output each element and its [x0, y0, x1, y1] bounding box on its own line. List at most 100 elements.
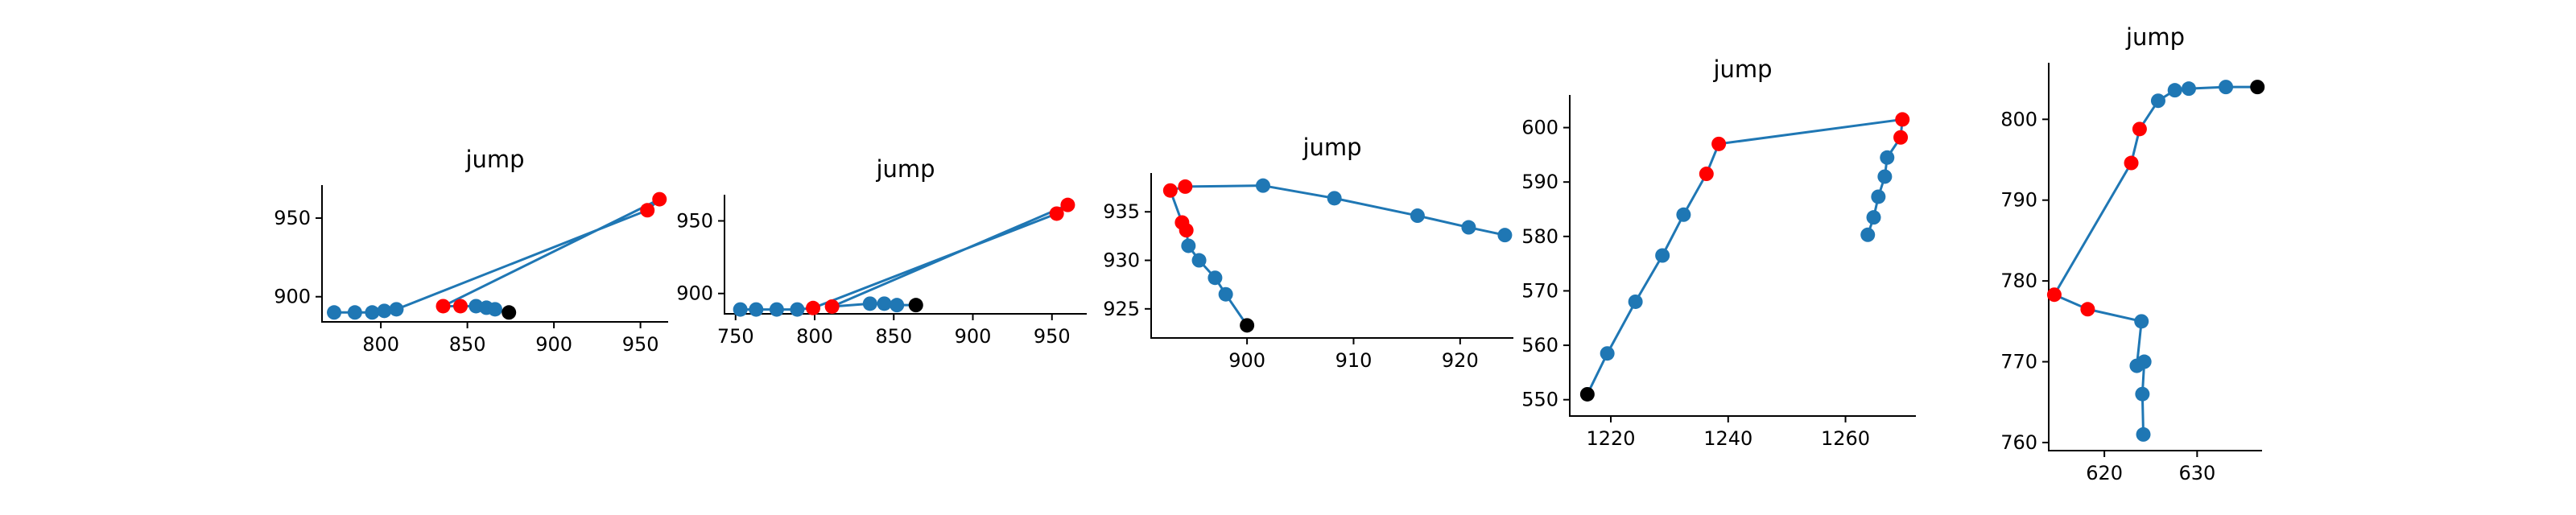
x-tick-label: 900 [955, 325, 992, 348]
axis-spines [724, 195, 1087, 315]
data-point [2124, 155, 2139, 171]
data-point [1497, 228, 1513, 243]
data-point [1049, 206, 1064, 221]
series-line [2053, 85, 2258, 435]
data-point [1579, 386, 1595, 402]
x-tick-label: 750 [717, 325, 754, 348]
y-tick-label: 580 [1521, 225, 1558, 248]
x-tick-label: 850 [875, 325, 912, 348]
data-point [890, 298, 905, 313]
x-tick-label: 630 [2178, 462, 2215, 484]
data-point [327, 305, 342, 320]
data-point [2181, 81, 2196, 97]
y-tick-label: 760 [2000, 431, 2037, 454]
chart-title: jump [2125, 23, 2185, 51]
y-tick-label: 600 [1521, 117, 1558, 139]
x-tick-label: 1220 [1586, 427, 1635, 450]
x-tick-label: 950 [622, 333, 659, 356]
y-tick-label: 930 [1103, 249, 1140, 272]
data-point [1895, 112, 1910, 127]
y-tick-label: 950 [676, 209, 713, 232]
data-point [1162, 183, 1178, 198]
data-point [1699, 167, 1714, 182]
data-point [1181, 238, 1196, 253]
data-point [877, 296, 892, 311]
data-point [1327, 191, 1342, 206]
y-tick-label: 790 [2000, 189, 2037, 212]
y-tick-label: 780 [2000, 270, 2037, 292]
data-point [488, 302, 502, 317]
y-tick-label: 550 [1521, 389, 1558, 411]
y-tick-label: 800 [2000, 108, 2037, 130]
data-point [1676, 207, 1691, 222]
y-tick-label: 900 [676, 282, 713, 305]
data-point [1655, 248, 1670, 263]
data-point [2136, 426, 2151, 442]
x-tick-label: 620 [2086, 462, 2123, 484]
y-tick-label: 925 [1103, 298, 1140, 320]
data-point [1410, 208, 1425, 224]
x-tick-label: 950 [1034, 325, 1071, 348]
data-point [436, 299, 451, 314]
data-point [502, 305, 517, 320]
chart-title: jump [464, 146, 524, 173]
data-point [2134, 314, 2149, 329]
data-point [1060, 197, 1075, 212]
y-tick-label: 935 [1103, 200, 1140, 223]
data-point [790, 302, 805, 317]
data-point [733, 302, 748, 317]
x-tick-label: 800 [796, 325, 833, 348]
y-tick-label: 570 [1521, 279, 1558, 302]
data-point [640, 203, 655, 218]
data-point [749, 302, 764, 317]
y-tick-label: 560 [1521, 334, 1558, 356]
data-point [1866, 210, 1881, 225]
y-tick-label: 900 [274, 286, 311, 308]
data-point [2219, 80, 2234, 95]
chart-title: jump [1712, 56, 1772, 83]
axis-spines [2048, 63, 2262, 451]
y-tick-label: 950 [274, 207, 311, 229]
chart-title: jump [1302, 134, 1361, 161]
data-point [1880, 150, 1895, 165]
axis-spines [1150, 173, 1513, 339]
data-point [1461, 220, 1476, 235]
data-point [1860, 227, 1876, 242]
data-point [1871, 189, 1886, 204]
data-point [1174, 215, 1190, 230]
x-tick-label: 1240 [1703, 427, 1752, 450]
data-point [2046, 287, 2062, 303]
x-tick-label: 910 [1335, 349, 1373, 372]
data-point [908, 298, 923, 313]
x-tick-label: 920 [1442, 349, 1479, 372]
data-point [1218, 286, 1233, 302]
data-point [377, 303, 392, 319]
chart-title: jump [875, 155, 935, 183]
x-tick-label: 900 [535, 333, 572, 356]
axis-spines [321, 185, 668, 323]
data-point [1255, 178, 1270, 193]
data-point [824, 299, 840, 314]
data-point [1208, 270, 1223, 286]
axis-spines [1569, 95, 1916, 417]
data-point [2129, 358, 2145, 373]
data-point [1711, 136, 1727, 151]
data-point [1240, 318, 1255, 333]
data-point [806, 300, 821, 315]
data-point [2150, 93, 2165, 109]
data-point [769, 302, 784, 317]
x-tick-label: 900 [1228, 349, 1265, 372]
data-point [652, 192, 667, 207]
data-point [389, 302, 404, 317]
data-point [2080, 302, 2095, 317]
data-point [1191, 253, 1207, 268]
data-point [453, 299, 468, 314]
data-point [2250, 80, 2265, 95]
x-tick-label: 850 [449, 333, 486, 356]
data-point [365, 305, 380, 320]
data-point [1178, 179, 1193, 194]
